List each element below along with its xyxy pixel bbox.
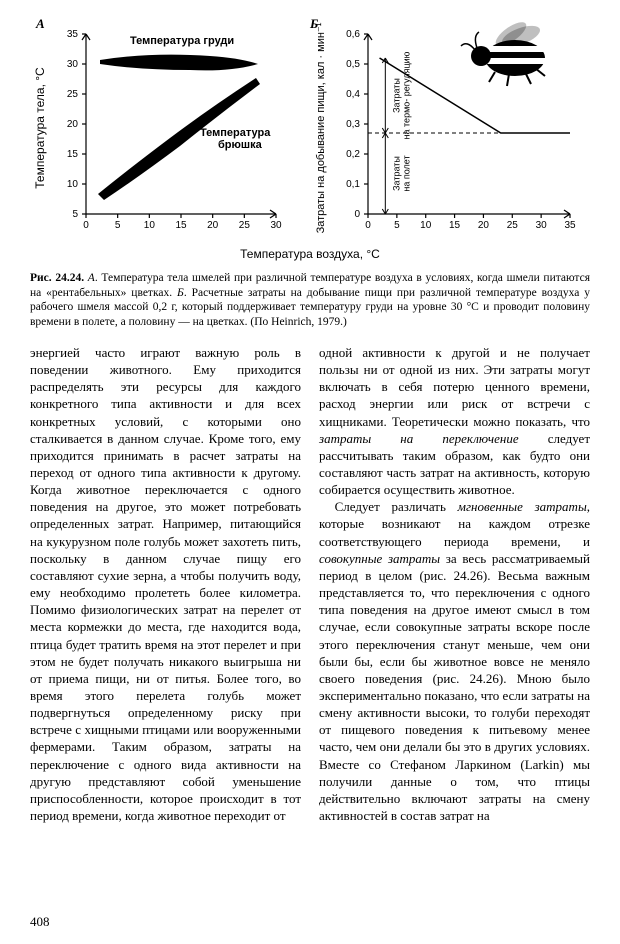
body-text: энергией часто играют важную роль в пове… [30, 344, 590, 824]
svg-text:25: 25 [239, 220, 251, 231]
p3-lead: Следует различать [335, 499, 458, 514]
svg-text:30: 30 [67, 59, 79, 70]
svg-text:Затратына термо- регуляцию: Затратына термо- регуляцию [391, 51, 411, 139]
caption-part-b: Б [177, 287, 184, 299]
panel-a-svg: 0510152025305101520253035 Температура гр… [30, 18, 300, 238]
body-p1: энергией часто играют важную роль в пове… [30, 344, 301, 824]
series2-label: Температура брюшка [200, 127, 273, 151]
svg-text:20: 20 [478, 220, 490, 231]
p3-tail: за весь рассматриваемый период в целом (… [319, 551, 590, 823]
body-p3: Следует различать мгновенные затраты, ко… [319, 498, 590, 824]
panel-a-label: А [36, 16, 45, 32]
figure-caption: Рис. 24.24. А. Температура тела шмелей п… [30, 271, 590, 330]
caption-figlabel: Рис. 24.24. [30, 272, 84, 284]
svg-text:15: 15 [449, 220, 461, 231]
p3-em2: совокупные затраты [319, 551, 440, 566]
page-number: 408 [30, 914, 50, 930]
bumblebee-illustration [461, 18, 545, 86]
svg-text:0: 0 [365, 220, 371, 231]
svg-text:20: 20 [67, 119, 79, 130]
svg-text:0,1: 0,1 [346, 179, 360, 190]
svg-text:0,4: 0,4 [346, 89, 360, 100]
p2-em: затраты на переключение [319, 431, 519, 446]
svg-text:0: 0 [354, 209, 360, 220]
svg-text:5: 5 [115, 220, 121, 231]
svg-text:0,3: 0,3 [346, 119, 360, 130]
caption-part-a: А [88, 272, 95, 284]
svg-text:5: 5 [72, 209, 78, 220]
body-p2: одной активности к другой и не получает … [319, 344, 590, 498]
panel-a-ylabel: Температура тела, °С [33, 67, 47, 189]
figure-24-24: А 0510152025305101520253035 Температура … [30, 18, 590, 243]
svg-text:10: 10 [420, 220, 432, 231]
series1-label: Температура груди [130, 35, 234, 47]
svg-text:20: 20 [207, 220, 219, 231]
svg-text:30: 30 [270, 220, 282, 231]
shared-x-label: Температура воздуха, °С [30, 247, 590, 261]
panel-b-svg: 0 5 10 15 20 25 30 35 0 0,1 0,2 0,3 0,4 0,5 0,6 Затрат… [310, 18, 600, 238]
panel-a: А 0510152025305101520253035 Температура … [30, 18, 300, 243]
p2-lead: одной активности к другой и не получает … [319, 345, 590, 429]
svg-text:0,2: 0,2 [346, 149, 360, 160]
svg-text:10: 10 [67, 179, 79, 190]
svg-text:Затратына полет: Затратына полет [391, 155, 411, 191]
svg-text:15: 15 [175, 220, 187, 231]
p3-em1: мгновенные затраты [458, 499, 587, 514]
svg-text:35: 35 [564, 220, 576, 231]
svg-text:25: 25 [67, 89, 79, 100]
svg-text:0,6: 0,6 [346, 29, 360, 40]
svg-text:30: 30 [536, 220, 548, 231]
series-thorax [100, 55, 258, 71]
panel-b: Б 0 5 10 15 20 25 30 35 0 0,1 0,2 0,3 0,4 0,5 0,6 Затр… [310, 18, 600, 243]
svg-text:0: 0 [83, 220, 89, 231]
svg-text:10: 10 [144, 220, 156, 231]
panel-b-label: Б [310, 16, 318, 32]
svg-text:35: 35 [67, 29, 79, 40]
svg-text:5: 5 [394, 220, 400, 231]
svg-text:0,5: 0,5 [346, 59, 360, 70]
svg-text:25: 25 [507, 220, 519, 231]
svg-text:15: 15 [67, 149, 79, 160]
panel-b-ylabel: Затраты на добывание пищи, кал · мин⁻¹ [315, 22, 327, 233]
